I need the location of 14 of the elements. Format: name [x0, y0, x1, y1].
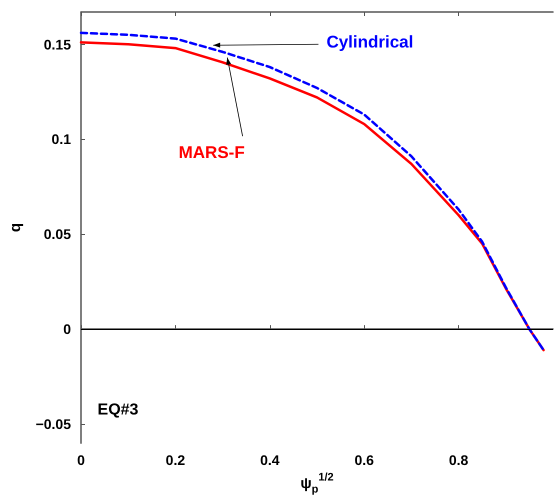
y-tick-label: 0.15	[44, 36, 72, 52]
y-tick-label: 0.1	[52, 131, 72, 148]
y-axis-title: q	[7, 222, 24, 232]
y-tick-label: 0.05	[44, 226, 72, 242]
x-tick-label: 0.6	[354, 452, 374, 468]
x-tick-label: 0	[77, 452, 86, 468]
y-tick-label: 0	[63, 321, 72, 338]
x-tick-label: 0.4	[260, 452, 280, 468]
text: MARS-F	[178, 143, 245, 162]
y-tick-label: −0.05	[36, 416, 72, 432]
x-tick-label: 0.8	[448, 452, 469, 468]
annotation: EQ#3	[98, 401, 139, 418]
x-tick-label: 0.2	[166, 452, 186, 468]
text: Cylindrical	[326, 32, 414, 52]
